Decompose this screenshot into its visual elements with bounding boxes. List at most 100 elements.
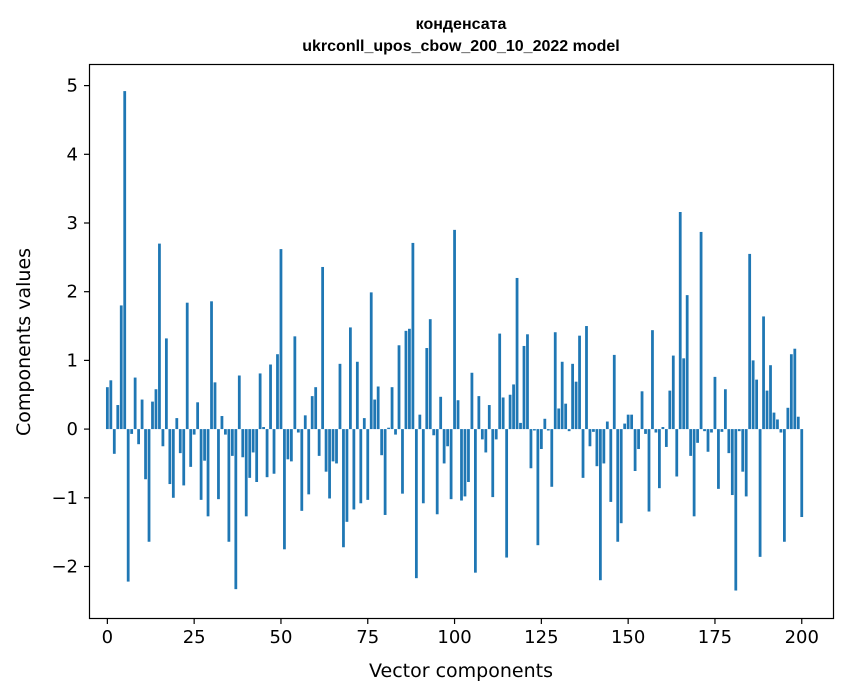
- x-tick-label: 150: [611, 627, 645, 648]
- bar: [296, 429, 300, 433]
- bar: [355, 361, 359, 430]
- bar: [446, 429, 449, 447]
- bar: [706, 429, 710, 452]
- bar: [345, 429, 349, 522]
- y-tick-label: 0: [67, 419, 78, 440]
- bar: [265, 429, 269, 478]
- bar: [723, 389, 727, 430]
- bar: [581, 429, 585, 478]
- bar: [283, 429, 286, 550]
- bar: [185, 302, 189, 430]
- y-tick-label: 3: [67, 213, 78, 234]
- bar: [668, 390, 672, 430]
- bar: [276, 354, 279, 430]
- y-axis-ticks: −2 −1 0 1 2 3 4 5: [51, 76, 90, 577]
- bar: [224, 429, 227, 435]
- bar: [585, 326, 588, 430]
- bar: [241, 429, 245, 458]
- y-tick-label: 2: [67, 282, 78, 303]
- bar: [324, 429, 328, 472]
- bar: [300, 429, 304, 511]
- bar: [314, 387, 318, 430]
- bar: [571, 363, 574, 430]
- bar: [460, 429, 463, 501]
- bar: [432, 429, 436, 436]
- bar: [147, 429, 151, 542]
- bar: [616, 429, 620, 542]
- bar: [293, 336, 297, 430]
- bar: [644, 429, 647, 434]
- bar: [567, 429, 571, 432]
- bar: [349, 327, 352, 430]
- y-tick-label: 1: [67, 350, 78, 371]
- bar: [463, 429, 467, 497]
- bar: [539, 429, 543, 450]
- bar: [220, 416, 224, 430]
- bar: [390, 387, 394, 430]
- bar: [105, 387, 109, 430]
- bar: [651, 330, 654, 430]
- bar: [217, 429, 220, 500]
- bar: [376, 386, 380, 430]
- bar: [286, 429, 290, 460]
- bar: [796, 416, 800, 430]
- bar: [647, 429, 651, 512]
- bar: [671, 355, 675, 430]
- bar: [522, 345, 526, 430]
- bar: [529, 429, 533, 469]
- bar: [262, 427, 265, 430]
- bar: [717, 429, 720, 489]
- bar: [526, 334, 529, 430]
- x-axis-ticks: 0 25 50 75 100 125 150 175 200: [102, 618, 819, 648]
- bar: [439, 396, 443, 430]
- bar: [175, 418, 179, 430]
- x-tick-label: 75: [356, 627, 379, 648]
- bar: [310, 396, 314, 430]
- bar: [342, 429, 345, 548]
- bar: [331, 429, 335, 462]
- bar: [373, 399, 377, 430]
- bar: [116, 405, 120, 430]
- bar: [394, 429, 397, 435]
- bar: [685, 295, 689, 430]
- chart-subtitle: ukrconll_upos_cbow_200_10_2022 model: [302, 38, 619, 55]
- x-axis-label: Vector components: [369, 660, 553, 682]
- bar: [512, 384, 515, 430]
- bar: [303, 415, 307, 430]
- bar: [338, 363, 342, 430]
- bar: [456, 400, 460, 430]
- bar: [258, 373, 262, 430]
- bar: [505, 429, 509, 558]
- bar: [741, 429, 745, 472]
- bar: [765, 390, 769, 430]
- bar: [154, 389, 158, 430]
- bar: [244, 429, 248, 517]
- bar: [730, 429, 734, 496]
- bar: [408, 328, 411, 430]
- x-tick-label: 175: [698, 627, 732, 648]
- bar: [425, 348, 429, 430]
- bar: [435, 429, 439, 515]
- y-tick-label: −2: [51, 556, 78, 577]
- bar: [213, 382, 217, 430]
- y-axis-label: Components values: [13, 248, 35, 436]
- bar: [772, 412, 776, 430]
- bar: [595, 429, 599, 467]
- bar: [366, 429, 370, 500]
- bar: [178, 429, 182, 454]
- bar: [418, 414, 422, 430]
- bar: [654, 429, 658, 433]
- bar: [428, 319, 432, 430]
- bar: [168, 429, 172, 485]
- bar: [508, 394, 512, 430]
- bar: [692, 429, 696, 517]
- bar: [470, 372, 474, 430]
- bar: [449, 429, 453, 500]
- bar: [359, 429, 363, 504]
- bar: [387, 427, 390, 430]
- x-tick-label: 100: [437, 627, 471, 648]
- bar: [196, 402, 200, 430]
- bar: [269, 364, 272, 430]
